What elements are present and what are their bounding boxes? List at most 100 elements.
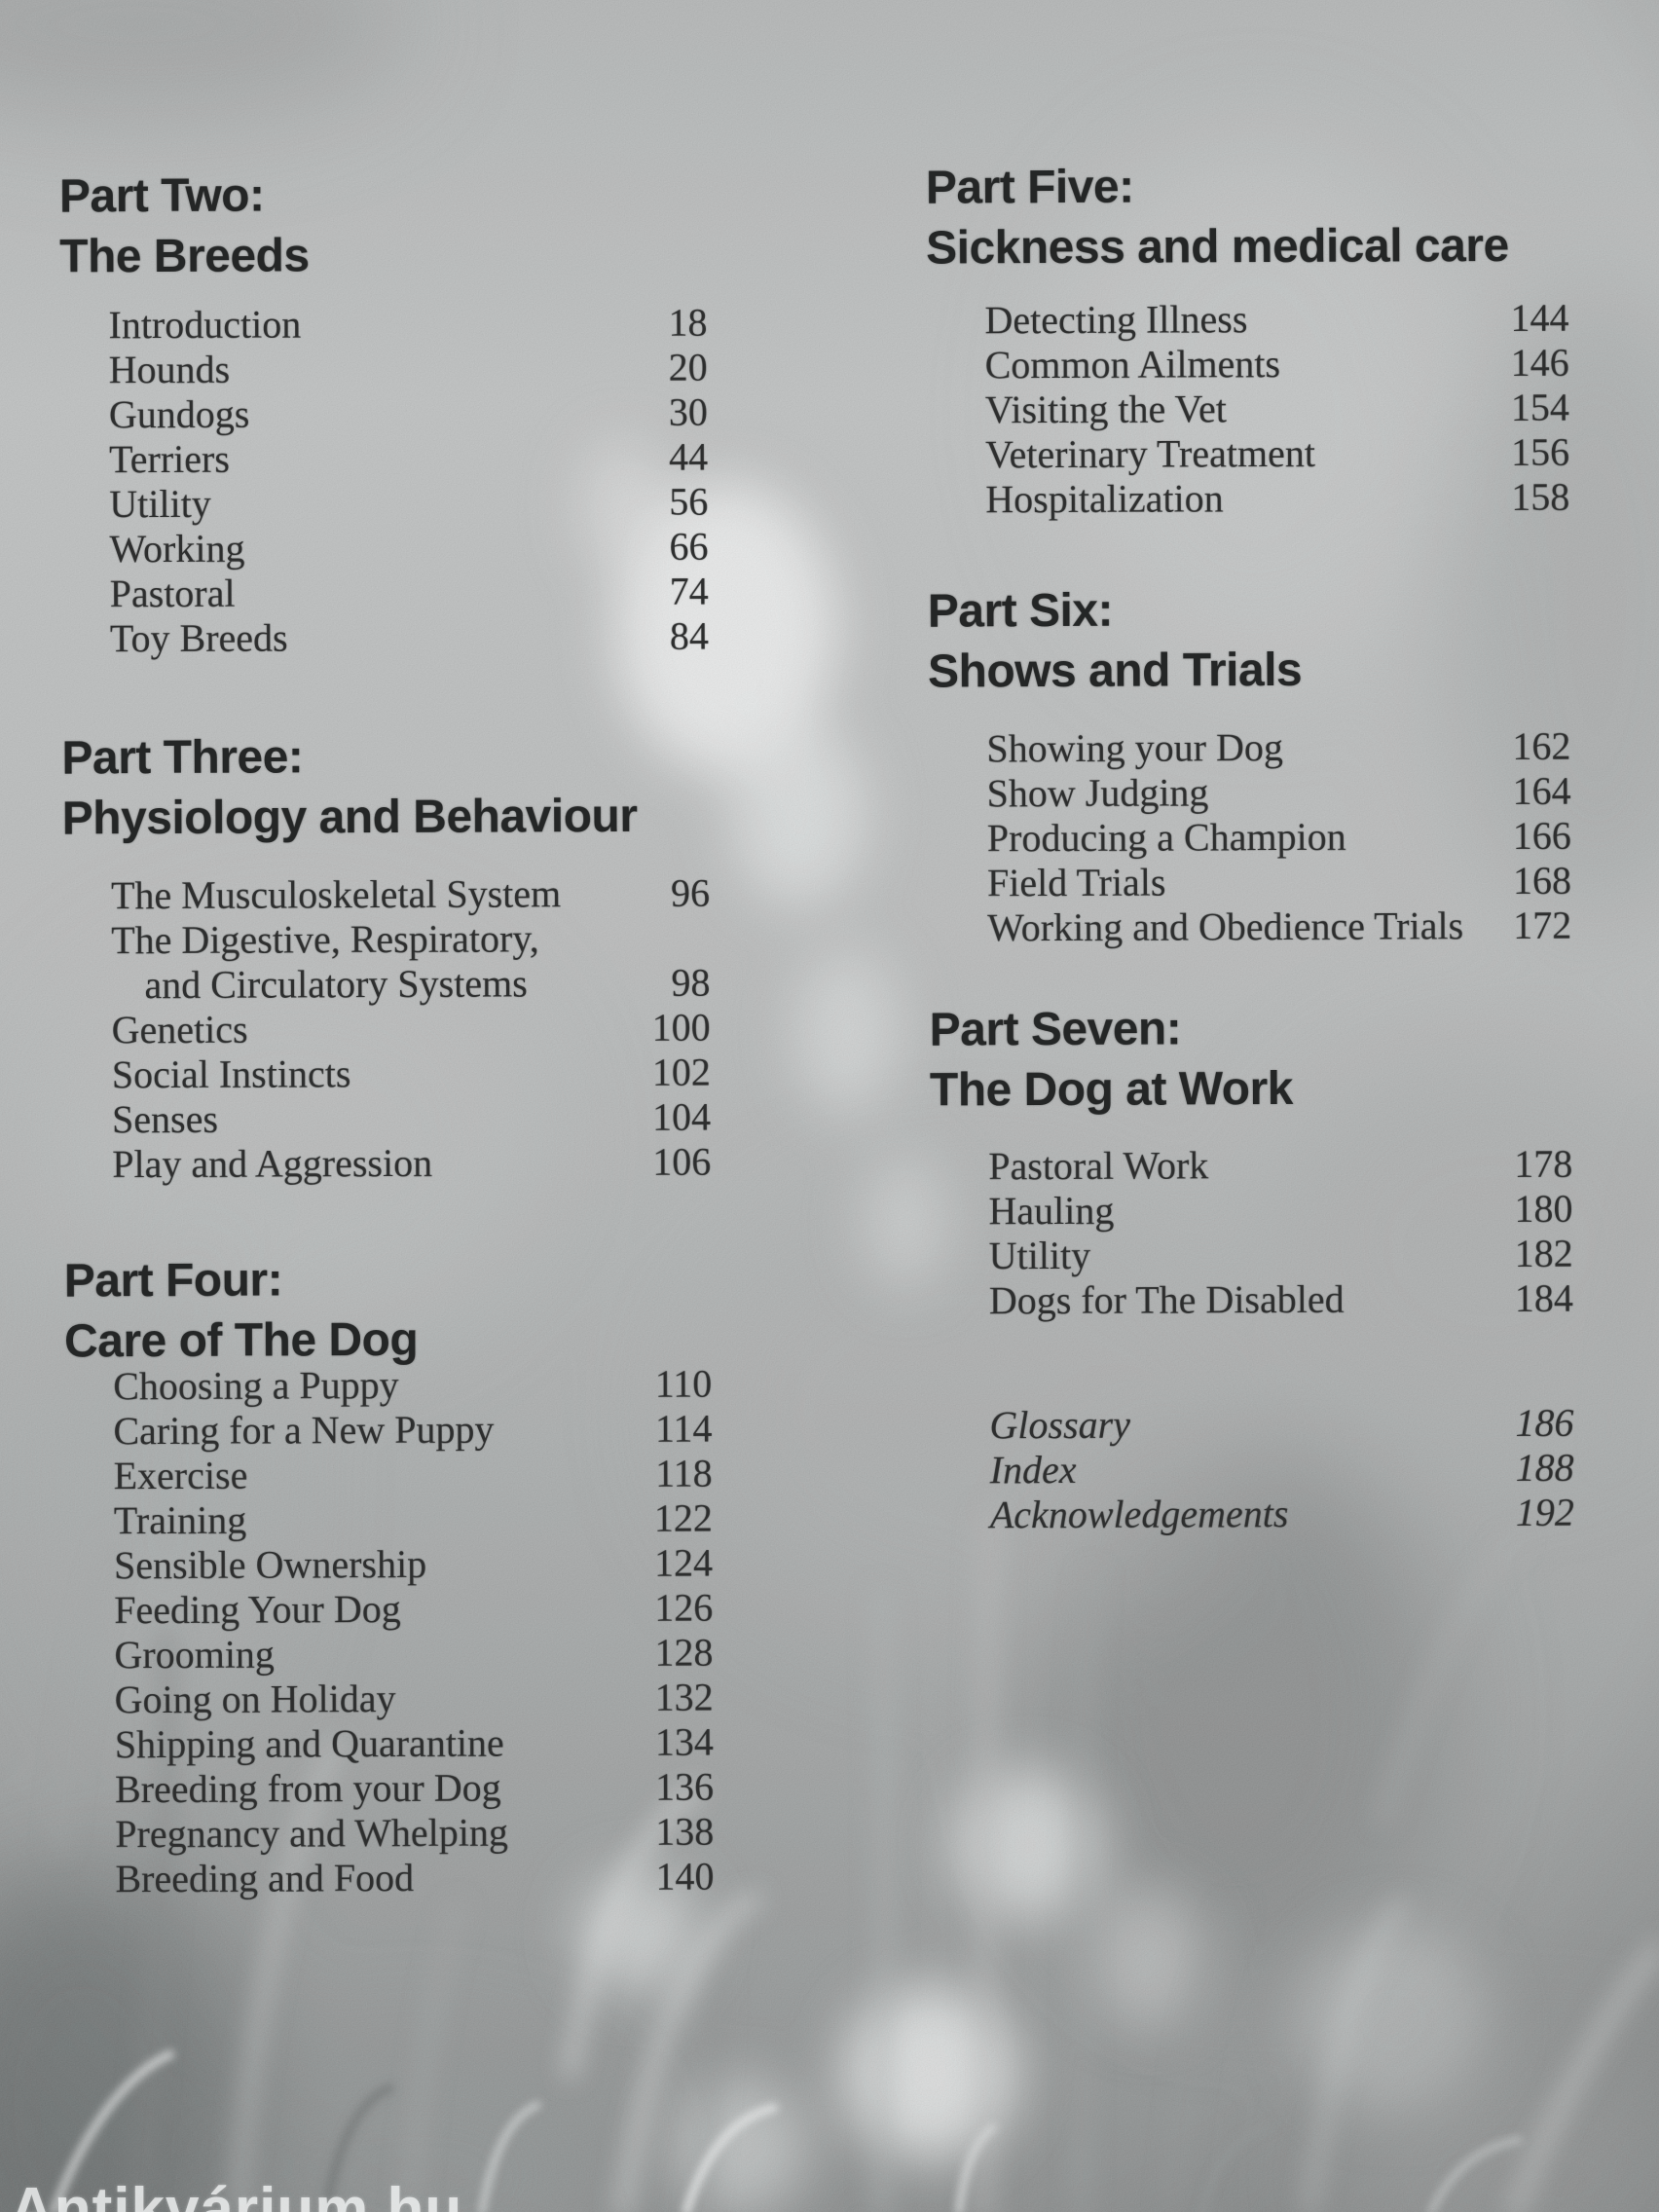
toc-entries-part-two: Introduction 18 Hounds 20 Gundogs 30 Terrie… <box>108 301 709 662</box>
entry-label: Hauling <box>988 1188 1115 1234</box>
toc-entry: Play and Aggression 106 <box>112 1140 711 1188</box>
toc-entry: Breeding and Food 140 <box>115 1855 714 1902</box>
section-title-line: Sickness and medical care <box>926 219 1509 275</box>
toc-entry: Pregnancy and Whelping 138 <box>115 1810 714 1858</box>
entry-page: 188 <box>1515 1445 1574 1490</box>
toc-entry: Acknowledgements 192 <box>990 1491 1574 1538</box>
entry-page: 162 <box>1512 723 1571 768</box>
entry-label: Hospitalization <box>985 476 1224 522</box>
entry-page: 102 <box>651 1050 711 1094</box>
entry-label: Show Judging <box>986 770 1209 816</box>
watermark: Antikvárium.hu <box>10 2176 463 2212</box>
toc-entry: Field Trials 168 <box>987 859 1571 906</box>
entry-page: 134 <box>654 1719 714 1764</box>
entry-label: Working <box>109 526 245 571</box>
entry-page: 30 <box>668 389 708 434</box>
entry-label: Training <box>113 1497 247 1543</box>
toc-entry: Pastoral 74 <box>110 570 709 617</box>
entry-label: Visiting the Vet <box>984 387 1227 432</box>
toc-section-title-part-seven: Part Seven: The Dog at Work <box>930 999 1294 1122</box>
entry-page: 74 <box>669 569 709 613</box>
toc-entry: Showing your Dog 162 <box>986 724 1570 772</box>
entry-label: Social Instincts <box>111 1051 351 1097</box>
toc-entry: Working 66 <box>109 525 708 572</box>
entry-label: Sensible Ownership <box>113 1541 427 1588</box>
toc-entry: Introduction 18 <box>108 301 707 349</box>
entry-label: Dogs for The Disabled <box>988 1276 1345 1323</box>
entry-page: 84 <box>669 613 709 658</box>
entry-page: 66 <box>669 524 709 569</box>
toc-entry: Feeding Your Dog 126 <box>114 1586 713 1634</box>
entry-page: 110 <box>654 1361 713 1406</box>
toc-entry: Caring for a New Puppy 114 <box>113 1407 712 1455</box>
toc-entry: Gundogs 30 <box>109 390 708 438</box>
toc-section-title-part-two: Part Two: The Breeds <box>59 166 310 287</box>
entry-page: 184 <box>1514 1275 1573 1320</box>
toc-entry: Hounds 20 <box>109 346 708 393</box>
entry-page: 182 <box>1514 1231 1573 1275</box>
entry-page: 144 <box>1510 295 1569 340</box>
section-title-line: Part Four: <box>63 1254 283 1308</box>
toc-entry: Common Ailments 146 <box>985 341 1569 388</box>
entry-label: and Circulatory Systems <box>144 961 528 1008</box>
toc-entry: Genetics 100 <box>112 1006 711 1053</box>
entry-label: Pastoral <box>109 571 236 616</box>
toc-section-title-part-three: Part Three: Physiology and Behaviour <box>61 726 637 850</box>
toc-entry: Producing a Champion 166 <box>987 814 1571 862</box>
toc-entry: Detecting Illness 144 <box>984 296 1568 344</box>
toc-entry: Terriers 44 <box>109 435 708 483</box>
entry-label: The Musculoskeletal System <box>110 871 562 918</box>
entry-page: 106 <box>652 1139 712 1184</box>
entry-label: Index <box>989 1447 1077 1493</box>
entry-page: 98 <box>671 960 711 1005</box>
entry-page: 172 <box>1513 903 1572 947</box>
toc-entry: Hospitalization 158 <box>985 475 1569 523</box>
entry-label: Breeding and Food <box>115 1855 415 1901</box>
toc-entry: Utility 56 <box>109 480 708 528</box>
toc-entry: Shipping and Quarantine 134 <box>115 1720 714 1768</box>
entry-label: Breeding from your Dog <box>114 1765 501 1812</box>
section-title-line: Part Six: <box>927 584 1114 638</box>
entry-label: Veterinary Treatment <box>984 430 1315 477</box>
toc-section-title-part-six: Part Six: Shows and Trials <box>928 580 1303 703</box>
entry-page: 44 <box>668 434 709 479</box>
toc-end-matter: Glossary 186 Index 188 Acknowledgements 192 <box>989 1401 1574 1538</box>
entry-label: Introduction <box>108 302 302 348</box>
entry-label: Exercise <box>113 1453 248 1498</box>
entry-label: Toy Breeds <box>109 615 288 661</box>
entry-page: 166 <box>1512 813 1571 858</box>
entry-page: 128 <box>654 1630 714 1675</box>
toc-entry: Show Judging 164 <box>987 769 1571 817</box>
toc-entry: Veterinary Treatment 156 <box>985 430 1569 478</box>
toc-section-title-part-five: Part Five: Sickness and medical care <box>926 156 1509 279</box>
entry-page: 126 <box>654 1585 714 1630</box>
entry-page: 164 <box>1512 768 1571 813</box>
entry-label: Gundogs <box>108 391 250 437</box>
section-title-line: Part Seven: <box>929 1003 1182 1056</box>
toc-entry: Visiting the Vet 154 <box>985 386 1569 433</box>
entry-label: Utility <box>109 481 211 527</box>
entry-page: 178 <box>1514 1141 1573 1186</box>
section-title-line: Shows and Trials <box>927 644 1303 698</box>
entry-label: Hounds <box>108 347 231 392</box>
entry-label: Common Ailments <box>984 341 1281 387</box>
entry-page: 156 <box>1510 429 1570 474</box>
entry-page: 146 <box>1510 340 1569 385</box>
entry-page: 158 <box>1511 474 1570 519</box>
entry-page: 132 <box>654 1675 714 1719</box>
entry-page: 186 <box>1515 1400 1574 1445</box>
entry-label: Utility <box>988 1233 1091 1278</box>
entry-label: Pregnancy and Whelping <box>115 1810 508 1857</box>
entry-page: 100 <box>651 1005 711 1050</box>
toc-entry: Breeding from your Dog 136 <box>115 1765 714 1813</box>
entry-page: 96 <box>670 870 711 915</box>
toc-entry: The Musculoskeletal System 96 <box>111 871 710 919</box>
entry-label: The Digestive, Respiratory, <box>111 916 539 963</box>
toc-entries-part-four: Choosing a Puppy 110 Caring for a New Pup… <box>113 1362 714 1902</box>
entry-page: 56 <box>669 479 709 524</box>
entry-page: 168 <box>1512 858 1572 903</box>
toc-entry: Choosing a Puppy 110 <box>113 1362 712 1410</box>
entry-page: 140 <box>655 1854 715 1899</box>
